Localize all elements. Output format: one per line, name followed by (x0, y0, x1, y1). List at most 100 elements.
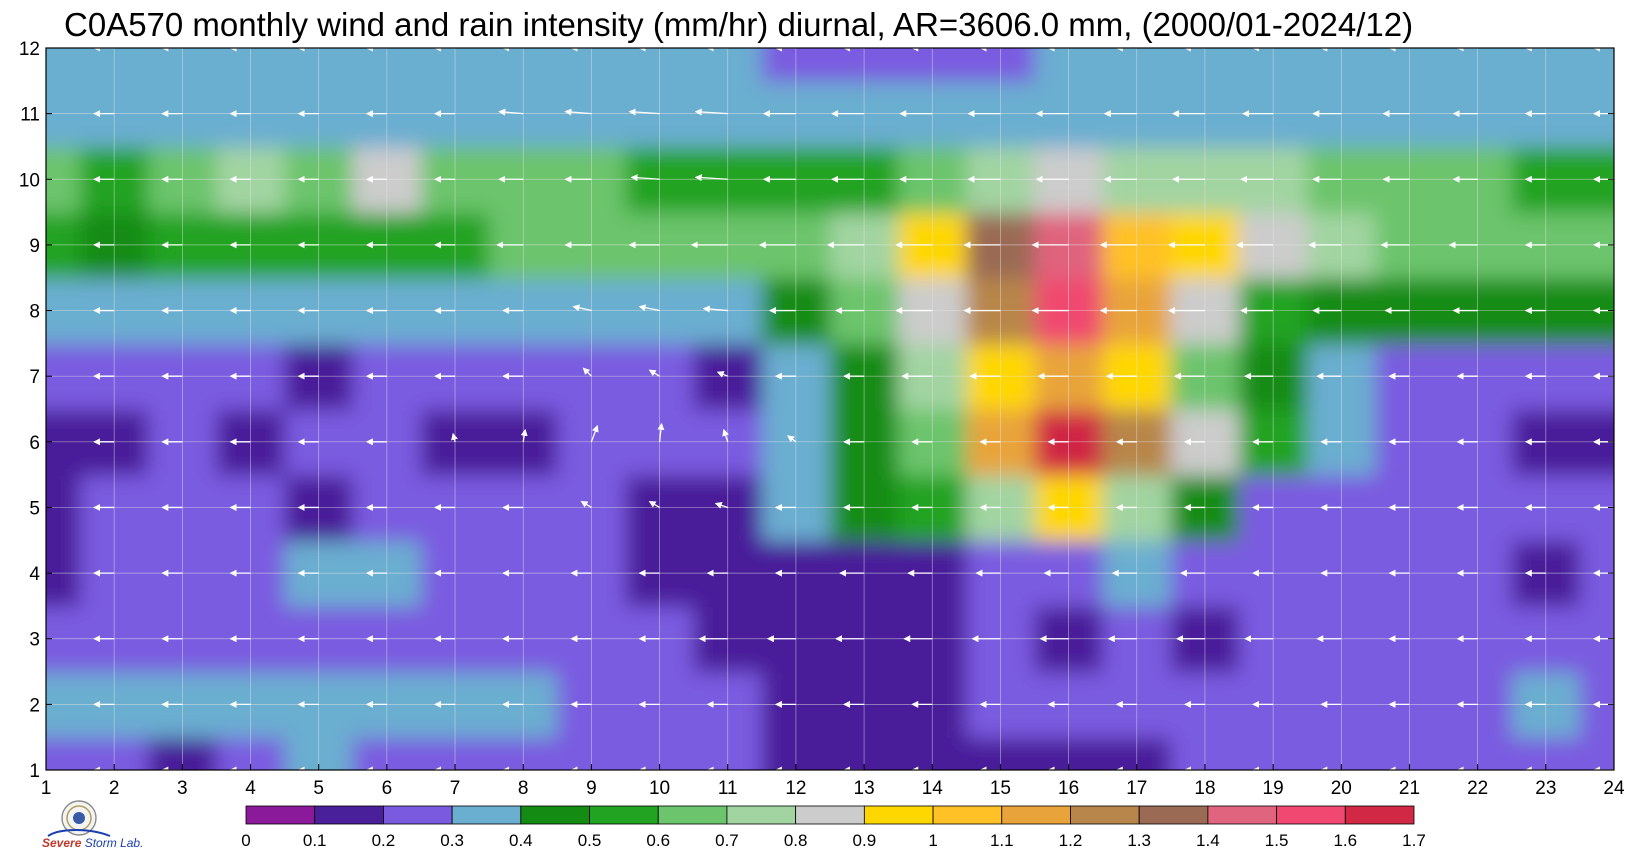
heatmap-cell (148, 540, 218, 607)
heatmap-cell (1307, 540, 1377, 607)
heatmap-cell (1102, 474, 1172, 542)
heatmap-cell (284, 212, 354, 279)
heatmap-cell (148, 80, 218, 148)
y-tick-label: 9 (29, 236, 40, 257)
heatmap-cell (216, 146, 286, 214)
x-tick-label: 15 (990, 778, 1011, 799)
heatmap-cell (898, 48, 968, 82)
heatmap-cell (1579, 737, 1614, 770)
heatmap-cell (625, 671, 695, 739)
heatmap-cell (1511, 737, 1581, 770)
x-tick-label: 10 (649, 778, 670, 799)
heatmap-cell (1239, 540, 1309, 607)
heatmap-cell (625, 80, 695, 148)
x-tick-label: 20 (1331, 778, 1352, 799)
y-tick-label: 11 (20, 105, 40, 126)
wind-arrow (714, 502, 728, 509)
heatmap-cell (693, 343, 763, 410)
heatmap-cell (148, 474, 218, 542)
heatmap-cell (352, 212, 422, 279)
y-tick-label: 6 (29, 433, 40, 454)
heatmap-cell (216, 212, 286, 279)
heatmap-cell (1443, 474, 1513, 542)
heatmap-cell (1307, 409, 1377, 476)
colorbar-label: 1.4 (1196, 831, 1220, 850)
x-tick-label: 24 (1603, 778, 1625, 799)
heatmap-cell (489, 605, 559, 673)
heatmap-cell (352, 409, 422, 476)
heatmap-cell (148, 146, 218, 214)
heatmap-cell (46, 48, 82, 82)
colorbar-swatch (314, 805, 384, 825)
heatmap-cell (46, 737, 82, 770)
wind-arrow (572, 304, 592, 312)
heatmap-cell (1239, 474, 1309, 542)
heatmap-cell (830, 474, 900, 542)
heatmap-cell (489, 343, 559, 410)
heatmap-cell (761, 48, 831, 82)
heatmap-cell (693, 277, 763, 345)
heatmap-cell (1102, 737, 1172, 770)
heatmap-cell (80, 48, 150, 82)
logo-text-severe: Severe (42, 836, 82, 850)
heatmap-cell (1034, 48, 1104, 82)
heatmap-cell (1375, 605, 1445, 673)
heatmap-cell (420, 671, 491, 739)
chart-title: C0A570 monthly wind and rain intensity (… (64, 6, 1414, 43)
heatmap-cell (761, 540, 831, 607)
heatmap-cell (148, 671, 218, 739)
wind-arrow (564, 108, 592, 116)
heatmap-cell (966, 474, 1036, 542)
heatmap-cell (216, 343, 286, 410)
wind-arrow (694, 108, 728, 116)
heatmap-cell (284, 540, 354, 607)
heatmap-cell (46, 80, 82, 148)
heatmap-cell (1102, 671, 1172, 739)
colorbar-label: 0.7 (715, 831, 739, 850)
colorbar-swatch (1344, 805, 1415, 825)
y-tick-label: 5 (29, 498, 40, 519)
heatmap-cell (216, 80, 286, 148)
heatmap-cell (80, 146, 150, 214)
heatmap-cell (352, 605, 422, 673)
heatmap-cell (625, 474, 695, 542)
wind-arrow (630, 174, 660, 182)
heatmap-cell (693, 671, 763, 739)
x-tick-label: 3 (177, 778, 188, 799)
colorbar-swatch (795, 805, 865, 825)
logo-text: Severe Storm Lab. (42, 836, 143, 850)
heatmap-cell (420, 409, 491, 476)
heatmap-cell (625, 277, 695, 345)
colorbar-label: 0.1 (303, 831, 327, 850)
heatmap-cell (557, 48, 627, 82)
y-tick-label: 3 (29, 630, 40, 651)
heatmap-cell (1170, 409, 1241, 476)
colorbar-swatch (932, 805, 1003, 825)
heatmap-cell (1375, 343, 1445, 410)
heatmap-cell (761, 343, 831, 410)
colorbar-swatch (726, 805, 797, 825)
heatmap-cell (1579, 48, 1614, 82)
heatmap-cell (625, 343, 695, 410)
heatmap-cell (80, 671, 150, 739)
heatmap-cell (761, 737, 831, 770)
x-tick-label: 13 (854, 778, 875, 799)
heatmap-cell (420, 605, 491, 673)
heatmap-cell (898, 409, 968, 476)
wind-arrow (498, 108, 524, 116)
heatmap-cell (489, 671, 559, 739)
heatmap-cell (830, 48, 900, 82)
x-tick-label: 23 (1535, 778, 1556, 799)
heatmap-cell (1511, 343, 1581, 410)
heatmap-cell (284, 48, 354, 82)
heatmap-cell (1511, 80, 1581, 148)
heatmap-cell (557, 80, 627, 148)
colorbar-swatch (383, 805, 453, 825)
heatmap-cell (1375, 474, 1445, 542)
x-tick-label: 2 (109, 778, 120, 799)
heatmap-cell (420, 540, 491, 607)
heatmap-cell (80, 277, 150, 345)
heatmap-cell (420, 343, 491, 410)
heatmap-cell (1511, 540, 1581, 607)
